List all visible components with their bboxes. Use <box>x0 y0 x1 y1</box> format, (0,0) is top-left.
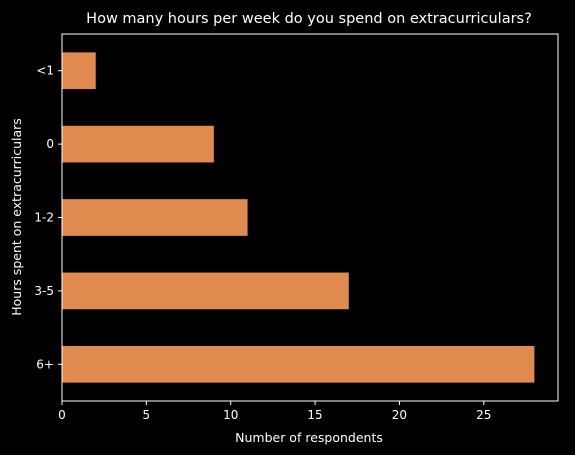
ticks-group: <1 0 1-2 3-5 6+ 0 5 10 15 20 25 <box>34 64 491 422</box>
x-tick-label: 10 <box>223 408 238 422</box>
y-tick-label: 0 <box>46 137 54 151</box>
x-axis-label: Number of respondents <box>235 430 383 445</box>
y-axis-label: Hours spent on extracurriculars <box>9 118 24 316</box>
y-tick-label: <1 <box>36 64 54 78</box>
x-tick-label: 15 <box>307 408 322 422</box>
y-tick-label: 3-5 <box>34 284 54 298</box>
y-tick-label: 1-2 <box>34 211 54 225</box>
x-tick-label: 25 <box>476 408 491 422</box>
bars-group <box>62 52 535 383</box>
bar <box>62 345 535 383</box>
chart-title: How many hours per week do you spend on … <box>86 11 532 27</box>
bar <box>62 52 96 90</box>
x-tick-label: 20 <box>392 408 407 422</box>
x-tick-label: 5 <box>143 408 151 422</box>
x-tick-label: 0 <box>58 408 66 422</box>
bar <box>62 125 214 163</box>
y-tick-label: 6+ <box>36 357 54 371</box>
bar <box>62 272 349 310</box>
bar <box>62 199 248 236</box>
